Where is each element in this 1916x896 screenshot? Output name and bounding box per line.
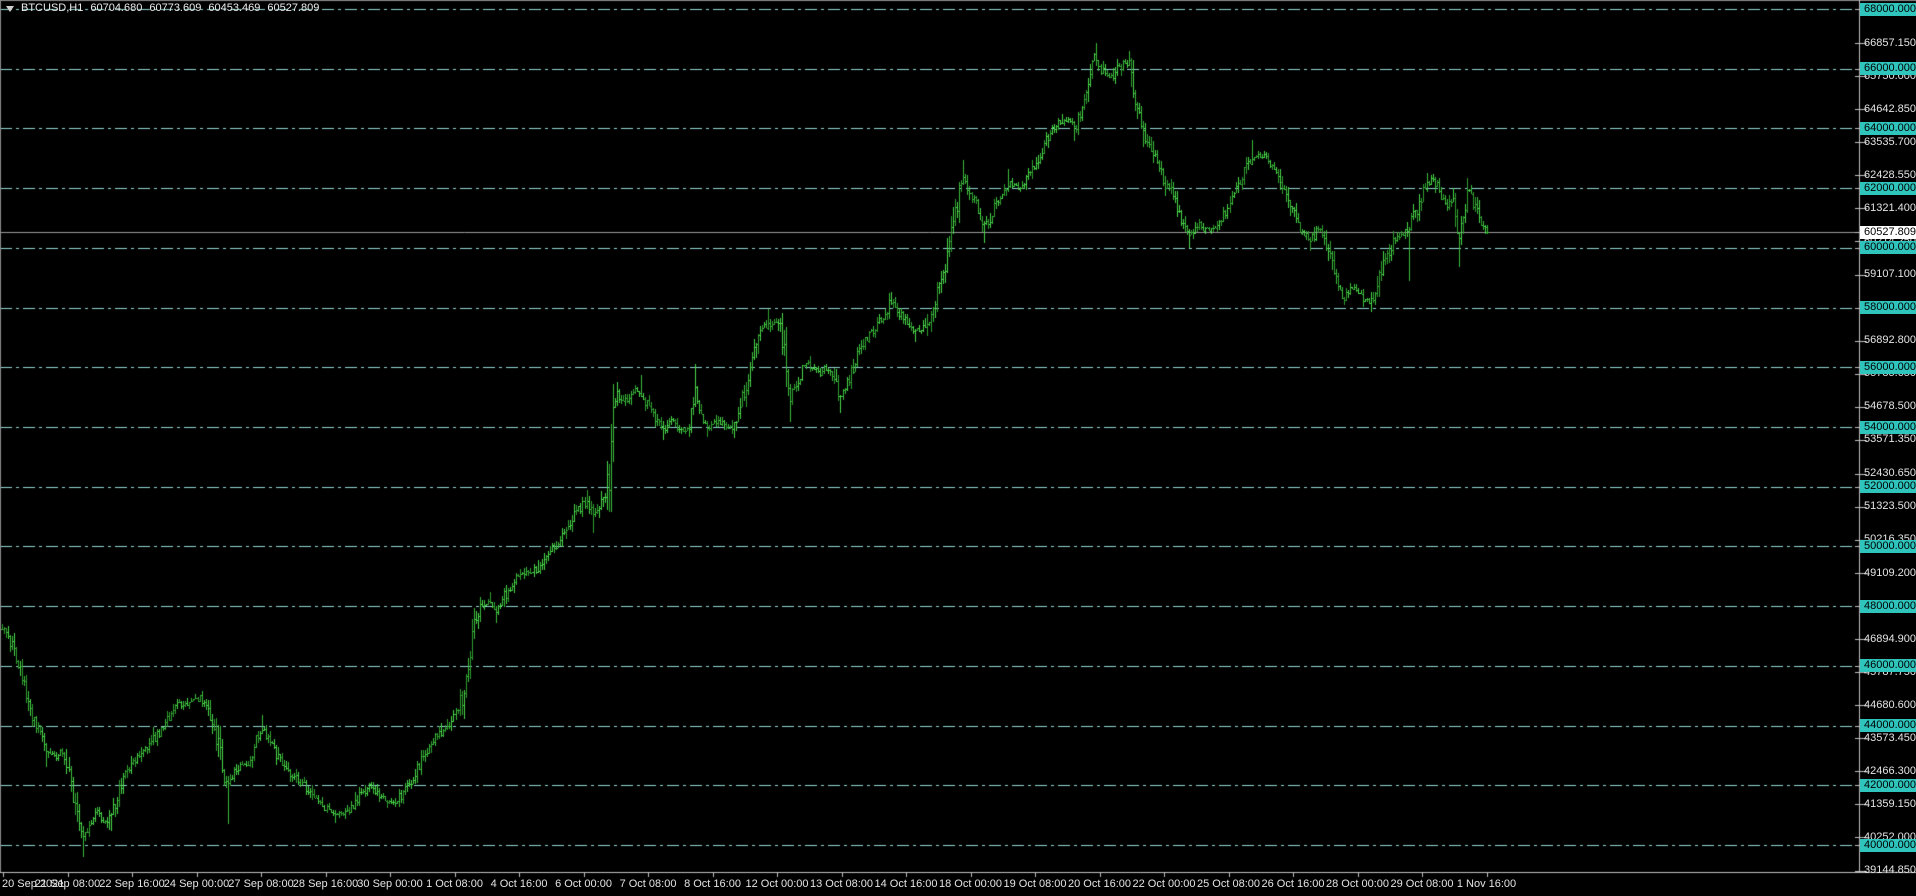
current-price-label: 60527.809	[1860, 225, 1916, 239]
symbol-marker-icon	[6, 6, 14, 12]
symbol-timeframe-label: BTCUSD,H1	[21, 2, 84, 14]
high-value: 60773.609	[149, 2, 202, 14]
open-value: 60704.680	[90, 2, 143, 14]
low-value: 60453.469	[208, 2, 261, 14]
close-value: 60527.809	[267, 2, 320, 14]
chart-title-bar: BTCUSD,H1 60704.680 60773.609 60453.469 …	[21, 2, 319, 16]
